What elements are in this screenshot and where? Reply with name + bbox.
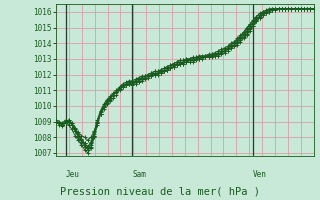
Text: Jeu: Jeu [66,170,79,179]
Text: Ven: Ven [253,170,267,179]
Text: Pression niveau de la mer( hPa ): Pression niveau de la mer( hPa ) [60,186,260,196]
Text: Sam: Sam [132,170,146,179]
